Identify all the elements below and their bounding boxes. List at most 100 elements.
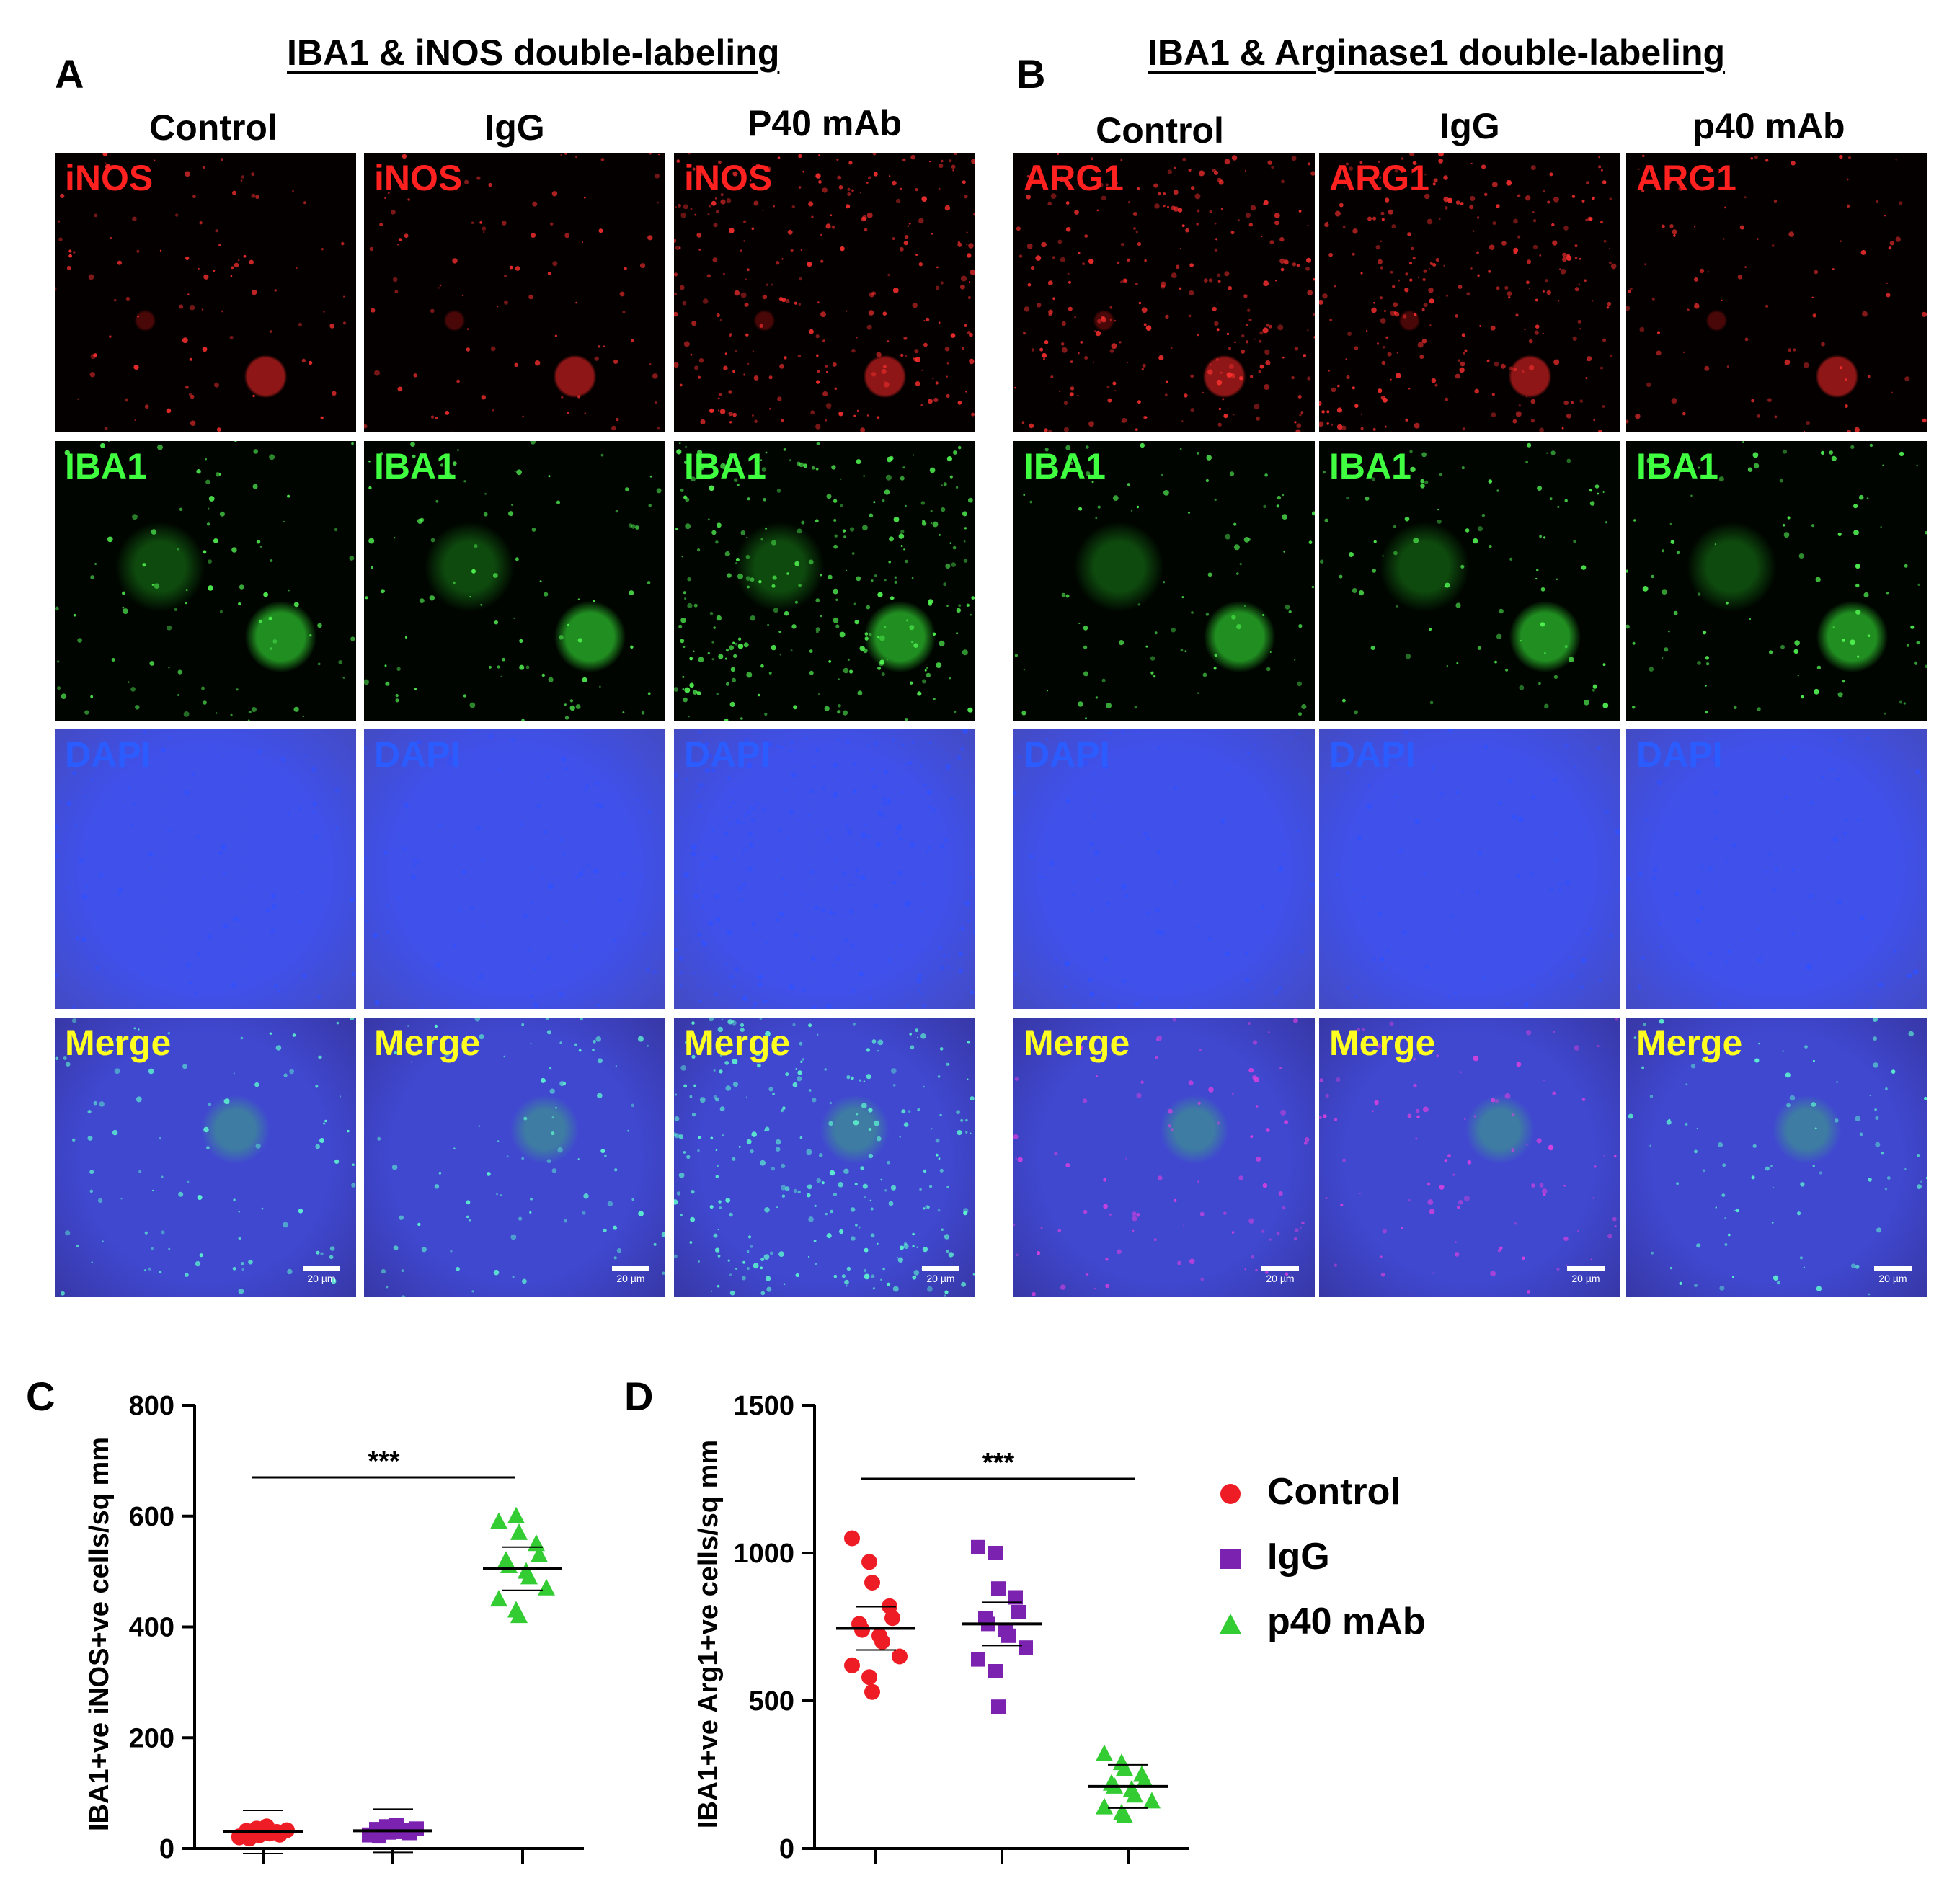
y-tick-label: 200 [129, 1723, 174, 1753]
data-point-square [1019, 1640, 1033, 1655]
micrograph-a-dapi-3: DAPI [674, 729, 975, 1009]
stain-label: IBA1 [1636, 446, 1718, 486]
data-point-circle [874, 1634, 890, 1650]
stain-label: IBA1 [1024, 446, 1106, 486]
panel-d-letter: D [624, 1374, 654, 1419]
col-header-b-igg: IgG [1439, 106, 1500, 146]
data-point-square [409, 1821, 424, 1836]
data-point-circle [279, 1822, 295, 1838]
data-point-square [988, 1546, 1003, 1560]
micrograph-a-dapi-2: DAPI [364, 729, 665, 1009]
micrograph-b-iba1-3: IBA1 [1626, 441, 1927, 721]
y-axis-label: IBA1+ve Arg1+ve cells/sq mm [693, 1440, 724, 1828]
data-point-square [1011, 1605, 1026, 1619]
y-tick-label: 800 [129, 1391, 174, 1421]
stain-label: DAPI [1329, 734, 1416, 775]
micrograph-b-iba1-1: IBA1 [1013, 441, 1315, 721]
data-point-circle [861, 1554, 877, 1570]
y-tick-label: 400 [129, 1613, 174, 1643]
y-tick-label: 1500 [733, 1391, 794, 1421]
y-tick-label: 1000 [733, 1539, 794, 1569]
data-point-circle [231, 1829, 247, 1846]
y-tick-label: 500 [749, 1686, 794, 1717]
stain-label: ARG1 [1636, 158, 1736, 198]
legend-triangle-icon [1218, 1602, 1243, 1645]
data-point-triangle [538, 1578, 555, 1596]
micrograph-a-inos-1: iNOS [55, 153, 356, 432]
legend-control-label: Control [1267, 1471, 1401, 1513]
stain-label: DAPI [1636, 734, 1723, 775]
stain-label: ARG1 [1329, 158, 1429, 198]
stain-label: IBA1 [374, 446, 456, 486]
panel-b-title: IBA1 & Arginase1 double-labeling [1148, 32, 1726, 73]
micrograph-b-merge-1: Merge 20 µm [1013, 1018, 1315, 1297]
data-point-triangle [1116, 1759, 1133, 1776]
significance-label: *** [982, 1448, 1015, 1478]
stain-label: iNOS [684, 158, 773, 198]
data-point-square [1001, 1628, 1016, 1643]
data-point-circle [892, 1648, 908, 1665]
stain-label: ARG1 [1024, 158, 1124, 198]
scale-bar: 20 µm [1567, 1266, 1605, 1284]
micrograph-a-iba1-3: IBA1 [674, 441, 975, 721]
panel-a-title: IBA1 & iNOS double-labeling [287, 32, 780, 73]
data-point-triangle [1116, 1806, 1133, 1823]
micrograph-a-inos-3: iNOS [674, 153, 975, 432]
stain-label: Merge [1024, 1023, 1130, 1063]
col-header-a-p40: P40 mAb [747, 103, 902, 143]
col-header-a-control: Control [149, 107, 278, 148]
data-point-square [1008, 1590, 1023, 1605]
col-header-b-p40: p40 mAb [1693, 106, 1845, 146]
micrograph-a-dapi-1: DAPI [55, 729, 356, 1009]
stain-label: IBA1 [684, 446, 766, 486]
micrograph-b-dapi-1: DAPI [1013, 729, 1315, 1009]
data-point-circle [252, 1827, 267, 1843]
data-point-triangle [1096, 1744, 1113, 1761]
micrograph-b-iba1-2: IBA1 [1319, 441, 1620, 721]
data-point-circle [844, 1530, 860, 1547]
stain-label: Merge [684, 1023, 791, 1063]
stain-label: DAPI [1024, 734, 1110, 775]
micrograph-b-merge-3: Merge 20 µm [1626, 1018, 1927, 1297]
panel-c-letter: C [26, 1374, 56, 1419]
stain-label: Merge [65, 1023, 172, 1063]
legend-control: Control [1218, 1470, 1401, 1516]
data-point-circle [844, 1657, 860, 1673]
data-point-triangle [510, 1523, 528, 1540]
data-point-triangle [531, 1545, 548, 1562]
y-tick-label: 600 [129, 1502, 174, 1532]
stain-label: DAPI [374, 734, 461, 775]
data-point-circle [884, 1610, 900, 1627]
data-point-triangle [510, 1606, 528, 1624]
stain-label: DAPI [65, 734, 151, 775]
data-point-triangle [1096, 1797, 1113, 1815]
y-tick-label: 0 [159, 1834, 174, 1864]
data-point-square [971, 1539, 985, 1554]
panel-a-letter: A [55, 51, 84, 97]
micrograph-b-arg1-1: ARG1 [1013, 153, 1315, 432]
stain-label: DAPI [684, 734, 771, 775]
col-header-a-igg: IgG [484, 107, 545, 148]
stain-label: Merge [1329, 1023, 1436, 1063]
data-point-circle [861, 1669, 877, 1686]
data-point-circle [864, 1575, 880, 1591]
data-point-circle [854, 1621, 870, 1638]
col-header-b-control: Control [1096, 110, 1224, 151]
y-axis-label: IBA1+ve iNOS+ve cells/sq mm [84, 1437, 115, 1831]
data-point-triangle [507, 1506, 525, 1523]
stain-label: iNOS [374, 158, 463, 198]
data-point-triangle [1143, 1792, 1161, 1809]
micrograph-b-dapi-3: DAPI [1626, 729, 1927, 1009]
data-point-square [988, 1664, 1003, 1678]
scale-bar: 20 µm [303, 1266, 340, 1284]
data-point-triangle [490, 1512, 507, 1529]
micrograph-a-iba1-2: IBA1 [364, 441, 665, 721]
data-point-triangle [1126, 1786, 1143, 1803]
data-point-triangle [528, 1534, 545, 1552]
stain-label: Merge [374, 1023, 481, 1063]
micrograph-a-merge-1: Merge 20 µm [55, 1018, 356, 1297]
legend-p40: p40 mAb [1218, 1600, 1426, 1645]
data-point-triangle [1136, 1771, 1153, 1788]
scale-bar: 20 µm [1261, 1266, 1299, 1284]
micrograph-b-merge-2: Merge 20 µm [1319, 1018, 1620, 1297]
